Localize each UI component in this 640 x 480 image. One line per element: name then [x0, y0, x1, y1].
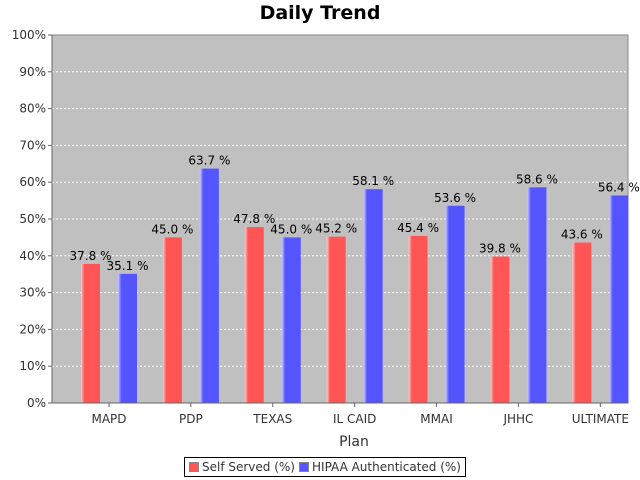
data-label: 45.2 %: [315, 222, 357, 236]
legend-label-self-served: Self Served (%): [202, 460, 295, 474]
data-label: 45.4 %: [397, 221, 439, 235]
legend-item-hipaa-authenticated: HIPAA Authenticated (%): [299, 460, 461, 474]
y-tick-label: 40%: [19, 249, 46, 263]
bar-ultimate-hipaa-authenticated: [609, 195, 629, 403]
y-tick-label: 80%: [19, 102, 46, 116]
data-label: 58.6 %: [516, 172, 558, 186]
y-tick-label: 10%: [19, 359, 46, 373]
y-tick-label: 100%: [12, 28, 46, 42]
bar-mapd-hipaa-authenticated: [118, 273, 137, 403]
y-tick-label: 30%: [19, 286, 46, 300]
x-tick-label: IL CAID: [333, 412, 376, 426]
x-tick-label: TEXAS: [252, 412, 292, 426]
data-label: 47.8 %: [233, 212, 275, 226]
legend-label-hipaa-authenticated: HIPAA Authenticated (%): [312, 460, 461, 474]
x-tick-label: MAPD: [91, 412, 126, 426]
bar-il-caid-self-served: [326, 236, 346, 403]
x-axis-label: Plan: [339, 434, 369, 450]
bar-mmai-hipaa-authenticated: [445, 205, 465, 403]
legend-swatch-self-served: [189, 462, 199, 472]
x-tick-label: JHHC: [502, 412, 533, 426]
legend-item-self-served: Self Served (%): [189, 460, 295, 474]
x-tick-label: PDP: [179, 412, 203, 426]
data-label: 63.7 %: [188, 154, 230, 168]
data-label: 35.1 %: [107, 259, 149, 273]
x-tick-label: ULTIMATE: [572, 412, 629, 426]
data-label: 45.0 %: [151, 222, 193, 236]
x-tick-label: MMAI: [420, 412, 452, 426]
y-tick-label: 70%: [19, 138, 46, 152]
chart-title: Daily Trend: [259, 2, 381, 24]
bar-jhhc-hipaa-authenticated: [527, 187, 547, 403]
bar-mapd-self-served: [81, 263, 100, 403]
legend-swatch-hipaa-authenticated: [299, 462, 309, 472]
y-tick-label: 60%: [19, 175, 46, 189]
bar-jhhc-self-served: [490, 256, 510, 403]
bar-ultimate-self-served: [572, 242, 592, 403]
data-label: 37.8 %: [70, 249, 112, 263]
bar-il-caid-hipaa-authenticated: [363, 189, 383, 403]
bar-mmai-self-served: [408, 235, 428, 403]
legend: Self Served (%) HIPAA Authenticated (%): [184, 457, 466, 477]
data-label: 58.1 %: [352, 174, 394, 188]
bar-texas-self-served: [244, 227, 264, 403]
y-tick-label: 20%: [19, 322, 46, 336]
bar-texas-hipaa-authenticated: [281, 237, 301, 403]
y-tick-label: 90%: [19, 65, 46, 79]
data-label: 56.4 %: [598, 180, 640, 194]
data-label: 39.8 %: [479, 242, 521, 256]
bar-pdp-self-served: [162, 237, 182, 403]
y-tick-label: 0%: [27, 396, 46, 410]
bar-pdp-hipaa-authenticated: [199, 168, 219, 403]
data-label: 53.6 %: [434, 191, 476, 205]
data-label: 45.0 %: [270, 222, 312, 236]
data-label: 43.6 %: [561, 228, 603, 242]
y-tick-label: 50%: [19, 212, 46, 226]
